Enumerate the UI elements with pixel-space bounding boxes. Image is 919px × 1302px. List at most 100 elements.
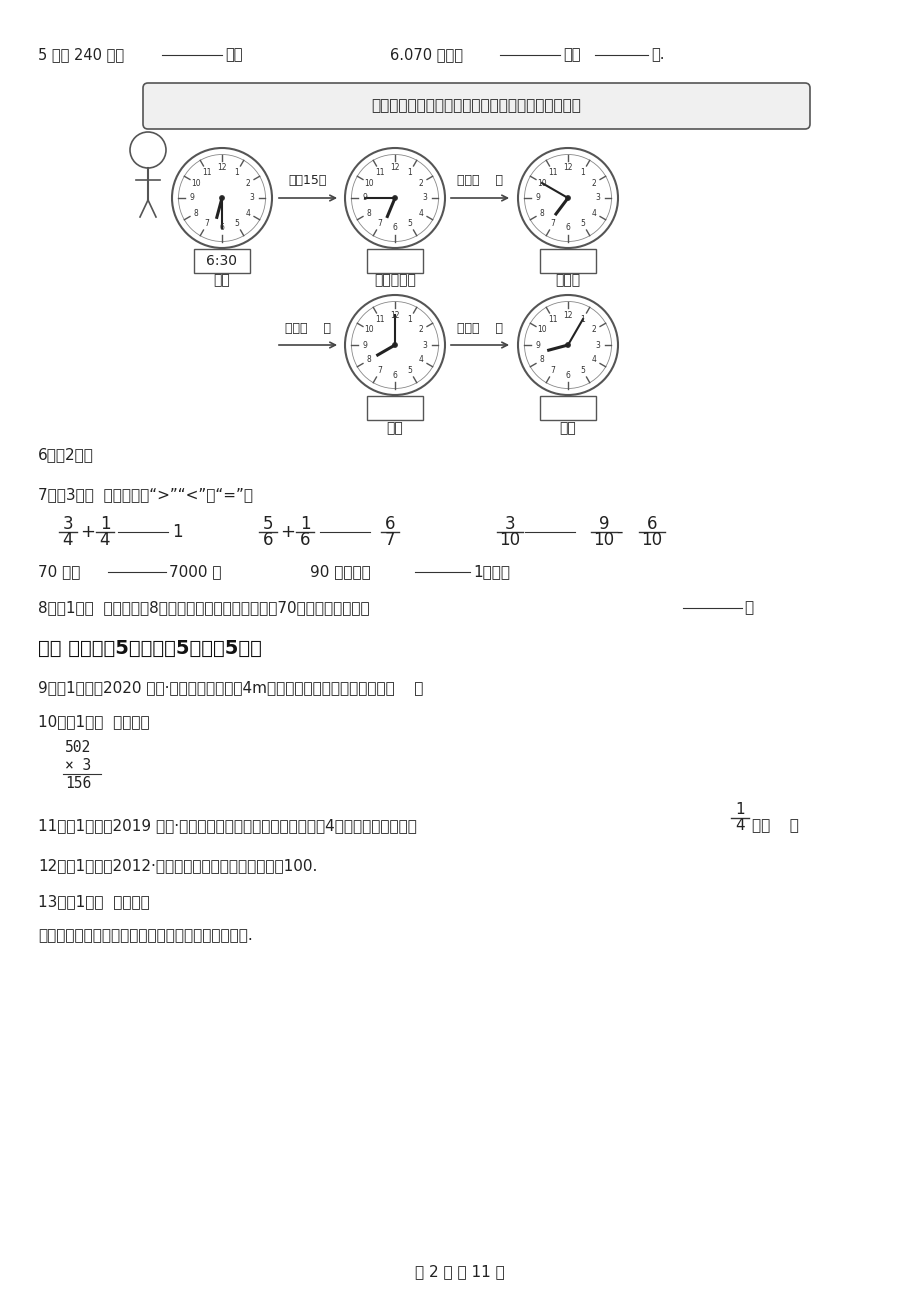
Text: 上学: 上学 (386, 421, 403, 435)
Text: 10: 10 (537, 326, 546, 335)
Text: 4: 4 (245, 208, 250, 217)
Text: ．（    ）: ．（ ） (751, 819, 798, 833)
Text: 5 千米 240 米＝: 5 千米 240 米＝ (38, 47, 124, 62)
Text: 经过（    ）: 经过（ ） (457, 322, 503, 335)
Text: 502: 502 (65, 741, 91, 755)
Text: 6: 6 (646, 516, 656, 533)
Text: 。: 。 (743, 600, 753, 616)
Text: 7: 7 (377, 220, 382, 228)
Text: 9: 9 (535, 341, 539, 349)
FancyBboxPatch shape (142, 83, 809, 129)
Text: 156: 156 (65, 776, 91, 792)
Text: 9: 9 (189, 194, 194, 203)
Text: 3: 3 (422, 341, 427, 349)
FancyBboxPatch shape (539, 249, 596, 273)
Text: 10．（1分）  判断对错: 10．（1分） 判断对错 (38, 715, 150, 729)
Text: 起床: 起床 (213, 273, 230, 286)
Text: 6: 6 (384, 516, 395, 533)
Text: 1: 1 (234, 168, 239, 177)
Text: 1: 1 (172, 523, 183, 542)
Text: 3: 3 (505, 516, 515, 533)
Text: 第 2 页 共 11 页: 第 2 页 共 11 页 (414, 1264, 505, 1280)
Text: 10: 10 (593, 531, 614, 549)
Text: 11: 11 (548, 315, 557, 323)
FancyBboxPatch shape (194, 249, 250, 273)
Text: 1平方米: 1平方米 (472, 565, 509, 579)
Text: 6.070 千克＝: 6.070 千克＝ (390, 47, 462, 62)
Text: 经过（    ）: 经过（ ） (457, 174, 503, 187)
Text: 10: 10 (499, 531, 520, 549)
Text: 8．（1分）  一个边长为8米的正方形锤板，每平方米重70千克，这块锤板重: 8．（1分） 一个边长为8米的正方形锤板，每平方米重70千克，这块锤板重 (38, 600, 369, 616)
Text: 刷牙、洗脸: 刷牙、洗脸 (374, 273, 415, 286)
Text: 12: 12 (390, 310, 400, 319)
Text: 90 平方厘米: 90 平方厘米 (310, 565, 370, 579)
Text: 4: 4 (734, 819, 744, 833)
FancyBboxPatch shape (367, 249, 423, 273)
Text: 5: 5 (580, 220, 584, 228)
Text: 70 千克: 70 千克 (38, 565, 80, 579)
Text: 吃早饭: 吃早饭 (555, 273, 580, 286)
Text: 2: 2 (418, 326, 423, 335)
Circle shape (565, 342, 570, 348)
Text: 8: 8 (367, 208, 371, 217)
Circle shape (565, 195, 570, 201)
Text: 12: 12 (217, 164, 226, 172)
Text: +: + (80, 523, 95, 542)
Text: 6: 6 (565, 224, 570, 233)
Text: 10: 10 (364, 178, 373, 187)
Text: 10: 10 (537, 178, 546, 187)
Text: 4: 4 (418, 355, 423, 365)
Text: 克.: 克. (651, 47, 664, 62)
FancyBboxPatch shape (367, 396, 423, 421)
Text: 6: 6 (220, 224, 224, 233)
Text: 2: 2 (418, 178, 423, 187)
Text: 这是我每一天早上，到校之前做的事情，请填一填。: 这是我每一天早上，到校之前做的事情，请填一填。 (371, 99, 581, 113)
Text: 7: 7 (204, 220, 210, 228)
Text: 9: 9 (362, 341, 367, 349)
Text: 5: 5 (263, 516, 273, 533)
Text: 5: 5 (580, 366, 584, 375)
Text: 8: 8 (539, 355, 544, 365)
Text: 5: 5 (407, 220, 412, 228)
Text: 7: 7 (377, 366, 382, 375)
Text: 7: 7 (550, 220, 555, 228)
Text: 6: 6 (565, 371, 570, 379)
Text: 5: 5 (407, 366, 412, 375)
Text: 3: 3 (595, 341, 600, 349)
Text: 10: 10 (641, 531, 662, 549)
Text: 9: 9 (535, 194, 539, 203)
Text: 1: 1 (580, 315, 584, 323)
Text: 3: 3 (595, 194, 600, 203)
Text: 6: 6 (392, 371, 397, 379)
Text: 4: 4 (591, 355, 596, 365)
Text: +: + (279, 523, 295, 542)
Text: 6．（2分）: 6．（2分） (38, 448, 94, 462)
Text: 8: 8 (539, 208, 544, 217)
Text: 7000 克: 7000 克 (169, 565, 221, 579)
Text: 6:30: 6:30 (206, 254, 237, 268)
Text: 8: 8 (367, 355, 371, 365)
Text: 2: 2 (245, 178, 250, 187)
Text: 6: 6 (392, 224, 397, 233)
Text: 9．（1分）（2020 五上·曲靖期末）边长为4m的正方形，周长与面积相等。（    ）: 9．（1分）（2020 五上·曲靖期末）边长为4m的正方形，周长与面积相等。（ … (38, 681, 423, 695)
Text: 2: 2 (591, 178, 596, 187)
Text: 13．（1分）  判断对错: 13．（1分） 判断对错 (38, 894, 150, 910)
Text: 如果九月三十一日是星期二，那么十月一日是星期三.: 如果九月三十一日是星期二，那么十月一日是星期三. (38, 928, 253, 944)
Text: 经过（    ）: 经过（ ） (285, 322, 331, 335)
Text: 12．（1分）（2012·东菞）面积单位之间的进率都是100.: 12．（1分）（2012·东菞）面积单位之间的进率都是100. (38, 858, 317, 874)
Text: 1: 1 (580, 168, 584, 177)
Text: 1: 1 (407, 315, 412, 323)
FancyBboxPatch shape (539, 396, 596, 421)
Text: 3: 3 (62, 516, 74, 533)
Text: 4: 4 (62, 531, 74, 549)
Text: 4: 4 (99, 531, 110, 549)
Text: 10: 10 (191, 178, 200, 187)
Text: 千克: 千克 (562, 47, 580, 62)
Circle shape (392, 342, 397, 348)
Text: 11: 11 (375, 315, 384, 323)
Text: 7: 7 (550, 366, 555, 375)
Text: × 3: × 3 (65, 758, 91, 772)
Text: 到校: 到校 (559, 421, 575, 435)
Circle shape (392, 195, 397, 201)
Text: 5: 5 (234, 220, 239, 228)
